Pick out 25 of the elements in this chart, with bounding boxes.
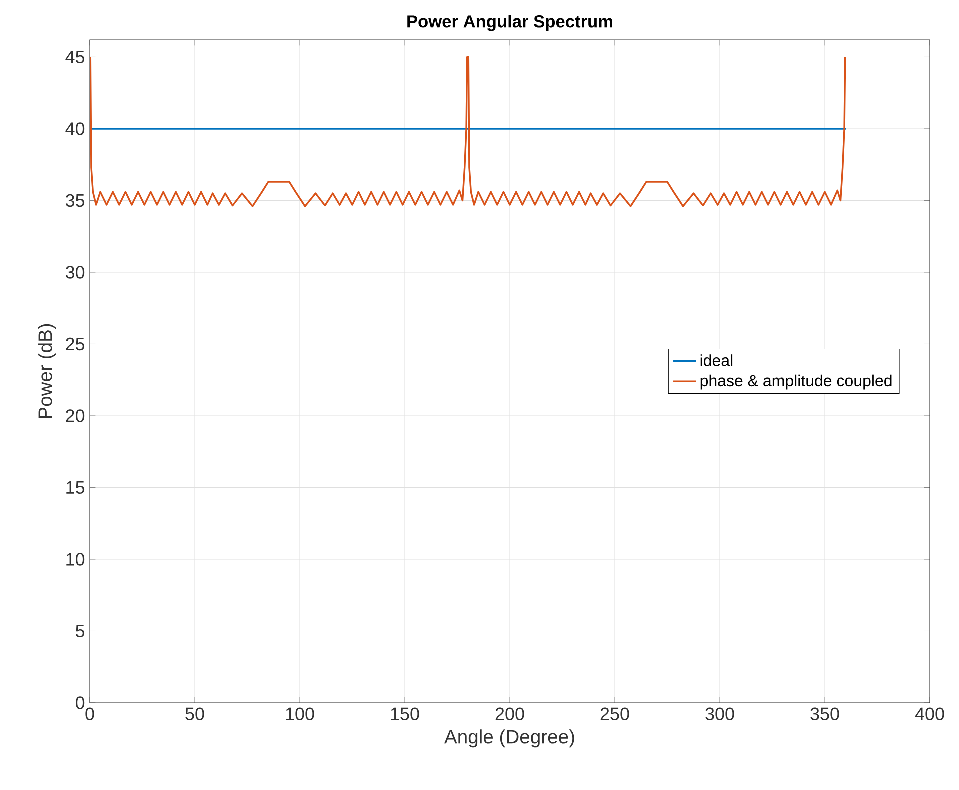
y-tick-label: 45 xyxy=(66,50,85,64)
x-axis-title: Angle (Degree) xyxy=(444,730,574,748)
y-tick-label: 30 xyxy=(66,266,85,279)
x-tick-label: 50 xyxy=(186,708,204,720)
y-tick-label: 0 xyxy=(76,696,85,710)
chart-title: Power Angular Spectrum xyxy=(408,15,612,32)
x-tick-label: 300 xyxy=(706,708,734,720)
legend-label: phase & amplitude coupled xyxy=(700,374,892,390)
legend-label: ideal xyxy=(700,354,733,366)
x-tick-label: 100 xyxy=(286,708,314,720)
x-tick-label: 150 xyxy=(391,708,420,720)
x-tick-label: 400 xyxy=(915,708,944,720)
y-tick-label: 15 xyxy=(66,481,85,494)
line-series xyxy=(90,56,846,208)
y-tick-label: 10 xyxy=(66,553,85,566)
y-tick-label: 5 xyxy=(76,624,85,638)
x-tick-label: 350 xyxy=(810,708,840,720)
y-tick-label: 35 xyxy=(66,194,85,208)
y-tick-label: 25 xyxy=(66,338,85,351)
x-tick-label: 200 xyxy=(496,708,524,720)
x-tick-label: 250 xyxy=(600,708,630,720)
y-axis-title: Power (dB) xyxy=(38,324,56,418)
y-tick-label: 40 xyxy=(66,122,85,136)
x-tick-label: 0 xyxy=(86,708,94,720)
y-tick-label: 20 xyxy=(66,410,85,422)
